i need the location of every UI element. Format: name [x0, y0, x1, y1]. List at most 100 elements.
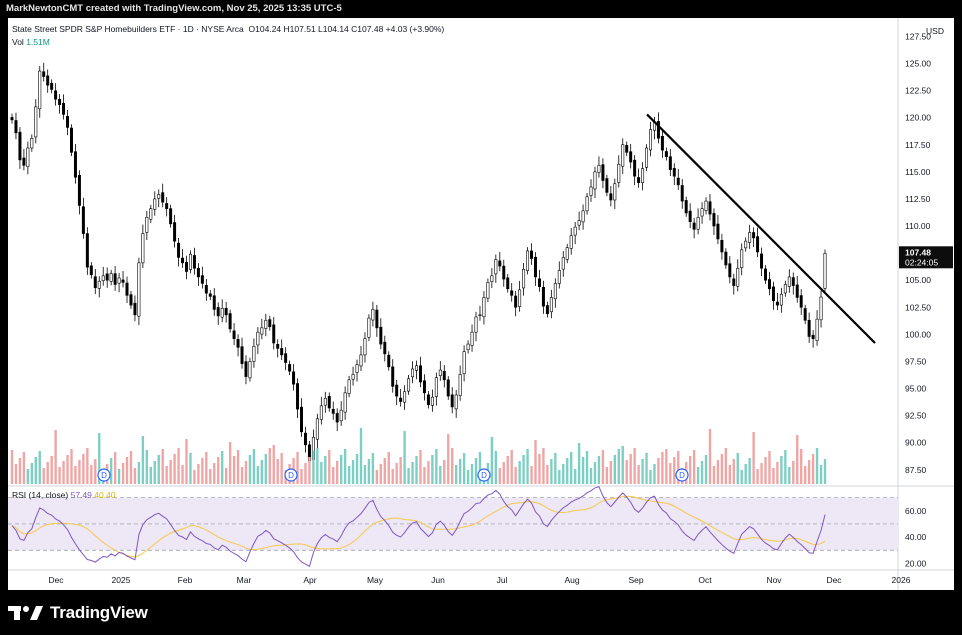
- candle-down: [752, 232, 756, 239]
- candle-up: [474, 316, 478, 333]
- volume-bar: [792, 461, 795, 484]
- candle-down: [791, 277, 795, 286]
- volume-bar: [113, 452, 117, 484]
- candle-down: [185, 261, 188, 272]
- candle-up: [367, 317, 371, 338]
- volume-bar: [109, 458, 113, 484]
- volume-bar: [712, 466, 716, 484]
- candle-down: [760, 253, 764, 269]
- volume-bar: [173, 454, 176, 484]
- candle-up: [220, 308, 224, 318]
- candle-down: [192, 255, 196, 269]
- volume-bar: [760, 463, 763, 484]
- volume-bar: [205, 452, 208, 484]
- rsi-ma-value: 40.40: [94, 490, 116, 500]
- volume-bar: [244, 461, 248, 484]
- candle-up: [573, 226, 577, 236]
- volume-bar: [558, 470, 561, 484]
- volume-bar: [201, 458, 204, 484]
- volume-bar: [38, 451, 41, 484]
- volume-bar: [581, 457, 585, 484]
- volume-bar: [280, 453, 283, 484]
- volume-bar: [367, 459, 371, 484]
- candle-down: [42, 71, 46, 77]
- volume-bar: [645, 453, 648, 484]
- candle-up: [557, 270, 561, 284]
- candle-down: [426, 394, 430, 406]
- candle-up: [145, 217, 149, 233]
- candle-down: [212, 295, 216, 310]
- candle-up: [323, 397, 327, 406]
- candle-up: [589, 186, 593, 196]
- volume-bar: [677, 451, 680, 484]
- rsi-legend: RSI (14, close) 57.49 40.40: [12, 490, 116, 500]
- open-value: 104.24: [255, 24, 282, 34]
- volume-bar: [621, 446, 624, 484]
- volume-bar: [752, 432, 755, 484]
- price-tick-label: 110.00: [905, 221, 931, 231]
- candle-up: [38, 70, 42, 110]
- volume-bar: [597, 456, 601, 484]
- rsi-value: 57.49: [70, 490, 92, 500]
- time-tick-label: Oct: [698, 575, 712, 585]
- volume-bar: [538, 454, 541, 484]
- volume-bar: [399, 457, 402, 484]
- volume-bar: [439, 466, 442, 484]
- volume-bar: [800, 449, 803, 484]
- candle-up: [478, 314, 482, 317]
- volume-bar: [252, 449, 256, 484]
- volume-bar: [534, 440, 537, 484]
- candle-up: [621, 144, 625, 167]
- candle-down: [93, 276, 97, 289]
- candle-down: [89, 265, 93, 276]
- candle-up: [339, 409, 343, 422]
- volume-bar: [213, 463, 216, 484]
- dividend-marker: [97, 468, 111, 482]
- candle-up: [815, 318, 819, 341]
- dividend-marker-label: D: [288, 471, 294, 480]
- candle-down: [708, 201, 712, 215]
- volume-bar: [379, 464, 383, 484]
- candle-down: [62, 103, 66, 115]
- volume-bar: [573, 469, 577, 484]
- candle-up: [494, 259, 498, 275]
- candle-down: [625, 145, 629, 153]
- candle-up: [157, 194, 161, 199]
- candle-up: [315, 418, 319, 440]
- candle-down: [129, 294, 133, 306]
- volume-bar: [704, 455, 708, 484]
- candle-down: [811, 334, 815, 339]
- candle-up: [454, 394, 458, 410]
- price-tick-label: 122.50: [905, 86, 931, 96]
- candle-down: [795, 284, 799, 298]
- candle-down: [284, 353, 288, 363]
- candle-down: [169, 208, 173, 225]
- candle-up: [522, 269, 526, 289]
- price-tick-label: 92.50: [905, 411, 927, 421]
- candle-down: [502, 265, 506, 280]
- volume-bar: [669, 463, 672, 484]
- candle-down: [799, 295, 803, 308]
- chart-panel[interactable]: 127.50 125.00 122.50 120.00 117.50 115.00 112.…: [8, 18, 954, 590]
- candle-down: [775, 301, 779, 306]
- candle-down: [66, 116, 70, 128]
- currency-label[interactable]: USD: [926, 26, 944, 36]
- volume-bar: [657, 458, 660, 484]
- price-chart[interactable]: 127.50 125.00 122.50 120.00 117.50 115.00 112.…: [8, 18, 954, 590]
- candle-up: [188, 253, 192, 270]
- volume-bar: [217, 457, 220, 484]
- volume-bar: [181, 465, 184, 484]
- candle-down: [692, 222, 696, 230]
- candle-down: [81, 206, 85, 234]
- volume-bar: [490, 437, 494, 484]
- high-label: H: [283, 24, 290, 34]
- volume-bar: [732, 459, 735, 484]
- candle-down: [204, 285, 208, 294]
- volume-bar: [724, 448, 728, 484]
- volume-bar: [423, 467, 426, 484]
- volume-label: Vol: [12, 37, 24, 47]
- volume-bar: [451, 448, 454, 484]
- candle-down: [236, 339, 240, 348]
- candle-down: [728, 263, 732, 278]
- candle-down: [724, 251, 728, 266]
